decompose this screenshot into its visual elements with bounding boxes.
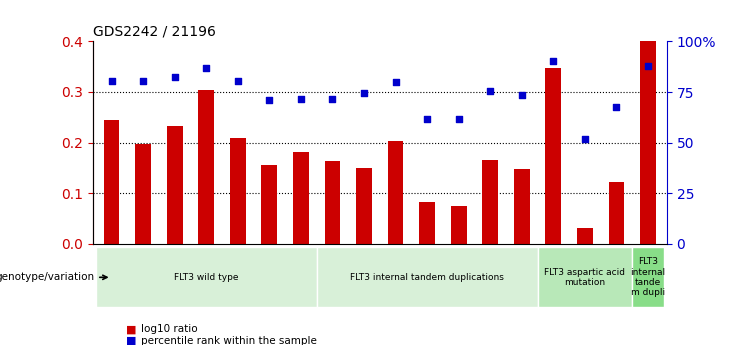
Bar [388,140,403,244]
Text: FLT3 internal tandem duplications: FLT3 internal tandem duplications [350,273,504,282]
Point [579,136,591,141]
Point [358,90,370,96]
Point [263,97,275,103]
Point [200,65,212,70]
FancyBboxPatch shape [96,247,316,307]
Bar [419,202,435,244]
Bar [230,138,246,244]
Text: percentile rank within the sample: percentile rank within the sample [141,336,316,345]
FancyBboxPatch shape [316,247,537,307]
Text: GDS2242 / 21196: GDS2242 / 21196 [93,25,216,39]
Bar [262,165,277,244]
Bar [167,126,182,244]
Bar [325,161,340,244]
Point [106,78,118,83]
FancyBboxPatch shape [537,247,632,307]
Text: FLT3 aspartic acid
mutation: FLT3 aspartic acid mutation [545,268,625,287]
Point [485,88,496,94]
Point [642,63,654,68]
Text: FLT3 wild type: FLT3 wild type [174,273,239,282]
Text: ■: ■ [126,325,136,334]
Bar [451,206,467,244]
Point [327,96,339,102]
Point [548,58,559,63]
Point [421,117,433,122]
Bar [608,182,625,244]
Point [295,96,307,102]
Text: log10 ratio: log10 ratio [141,325,197,334]
Bar [514,169,530,244]
FancyBboxPatch shape [632,247,664,307]
Point [137,78,149,83]
Point [611,105,622,110]
Point [516,92,528,98]
Bar [293,152,309,244]
Bar [545,68,561,244]
Bar [640,41,656,244]
Bar [199,90,214,244]
Bar [104,120,119,244]
Text: FLT3
internal
tande
m dupli: FLT3 internal tande m dupli [631,257,665,297]
Text: ■: ■ [126,336,136,345]
Bar [135,144,151,244]
Text: genotype/variation: genotype/variation [0,272,107,282]
Bar [356,168,372,244]
Bar [577,228,593,244]
Point [453,117,465,122]
Point [169,74,181,80]
Point [232,78,244,83]
Bar [482,160,498,244]
Point [390,79,402,85]
